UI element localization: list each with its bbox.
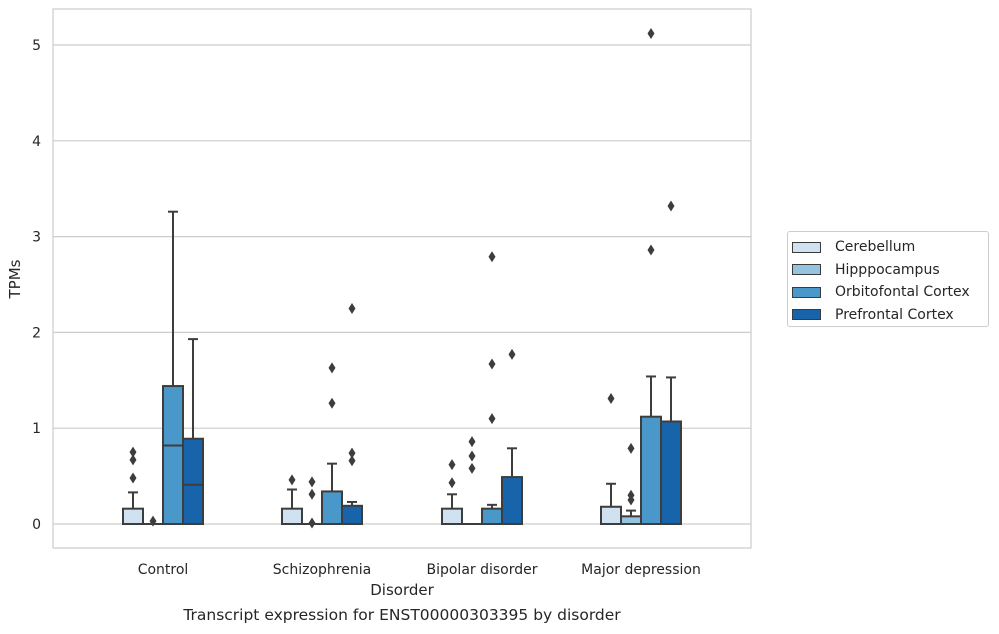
legend-swatch [792, 241, 821, 253]
box-body [640, 415, 662, 526]
outlier-point [348, 455, 356, 467]
outlier-point [468, 462, 476, 474]
outlier-point [488, 358, 496, 370]
outlier-point [129, 454, 137, 466]
box-prefrontal-cortex [501, 447, 523, 526]
legend-item: Hipppocampus [792, 259, 988, 282]
plot-frame [52, 8, 752, 549]
outlier-point [348, 302, 356, 314]
legend-item: Orbitofontal Cortex [792, 281, 988, 304]
legend-label: Prefrontal Cortex [835, 306, 954, 323]
box-body [321, 490, 343, 526]
outlier-point [328, 397, 336, 409]
box-body [600, 505, 622, 526]
y-tick-label: 3 [32, 230, 41, 246]
box-body [182, 437, 204, 526]
x-tick-label: Schizophrenia [273, 562, 371, 578]
outlier-point [308, 517, 316, 529]
y-tick-label: 5 [32, 38, 41, 54]
box-body [660, 420, 682, 525]
box-body [441, 507, 463, 525]
outlier-point [647, 28, 655, 40]
outlier-point [667, 200, 675, 212]
box-orbitofontal-cortex [162, 210, 184, 525]
box-hipppocampus [620, 509, 642, 525]
legend-swatch [792, 309, 821, 321]
box-body [341, 504, 363, 526]
box-cerebellum [441, 493, 463, 525]
x-axis-label: Disorder [370, 581, 434, 599]
box-body [620, 515, 642, 525]
outlier-point [149, 515, 157, 527]
x-tick-labels: Control Schizophrenia Bipolar disorder Majo… [138, 562, 701, 578]
boxes [122, 210, 682, 526]
y-tick-label: 0 [32, 517, 41, 533]
box-body [122, 507, 144, 525]
outlier-point [468, 436, 476, 448]
box-body [481, 507, 503, 525]
figure-caption: Transcript expression for ENST0000030339… [183, 606, 621, 624]
legend-label: Orbitofontal Cortex [835, 284, 970, 301]
y-tick-label: 1 [32, 421, 41, 437]
outlier-point [627, 442, 635, 454]
box-cerebellum [281, 488, 303, 525]
legend-item: Prefrontal Cortex [792, 304, 988, 327]
legend-label: Hipppocampus [835, 261, 940, 278]
box-orbitofontal-cortex [640, 375, 662, 526]
outlier-point [448, 459, 456, 471]
outlier-point [308, 488, 316, 500]
legend-item: Cerebellum [792, 236, 988, 259]
outlier-point [129, 446, 137, 458]
outlier-point [328, 362, 336, 374]
outlier-point [468, 450, 476, 462]
box-prefrontal-cortex [660, 376, 682, 525]
outlier-point [627, 494, 635, 506]
y-axis-label: TPMs [6, 259, 24, 299]
x-tick-label: Control [138, 562, 189, 578]
x-tick-label: Bipolar disorder [426, 562, 537, 578]
outlier-point [308, 476, 316, 488]
outlier-point [508, 348, 516, 360]
outlier-point [348, 447, 356, 459]
outlier-point [448, 477, 456, 489]
box-prefrontal-cortex [341, 500, 363, 526]
legend: Cerebellum Hipppocampus Orbitofontal Corte… [787, 231, 989, 327]
box-cerebellum [122, 491, 144, 525]
legend-swatch [792, 286, 821, 298]
outlier-point [647, 244, 655, 256]
outlier-point [488, 413, 496, 425]
outlier-point [488, 251, 496, 263]
box-prefrontal-cortex [182, 338, 204, 526]
y-tick-label: 2 [32, 325, 41, 341]
y-tick-labels: 0 1 2 3 4 5 [32, 38, 41, 533]
outlier-point [607, 393, 615, 405]
box-body [162, 385, 184, 525]
outlier-point [288, 474, 296, 486]
legend-label: Cerebellum [835, 239, 916, 256]
box-orbitofontal-cortex [481, 503, 503, 525]
box-orbitofontal-cortex [321, 462, 343, 526]
box-body [281, 507, 303, 525]
x-tick-label: Major depression [581, 562, 701, 578]
outlier-point [129, 472, 137, 484]
outliers [129, 28, 675, 529]
y-tick-label: 4 [32, 134, 41, 150]
box-body [501, 476, 523, 526]
box-cerebellum [600, 482, 622, 526]
legend-swatch [792, 264, 821, 276]
